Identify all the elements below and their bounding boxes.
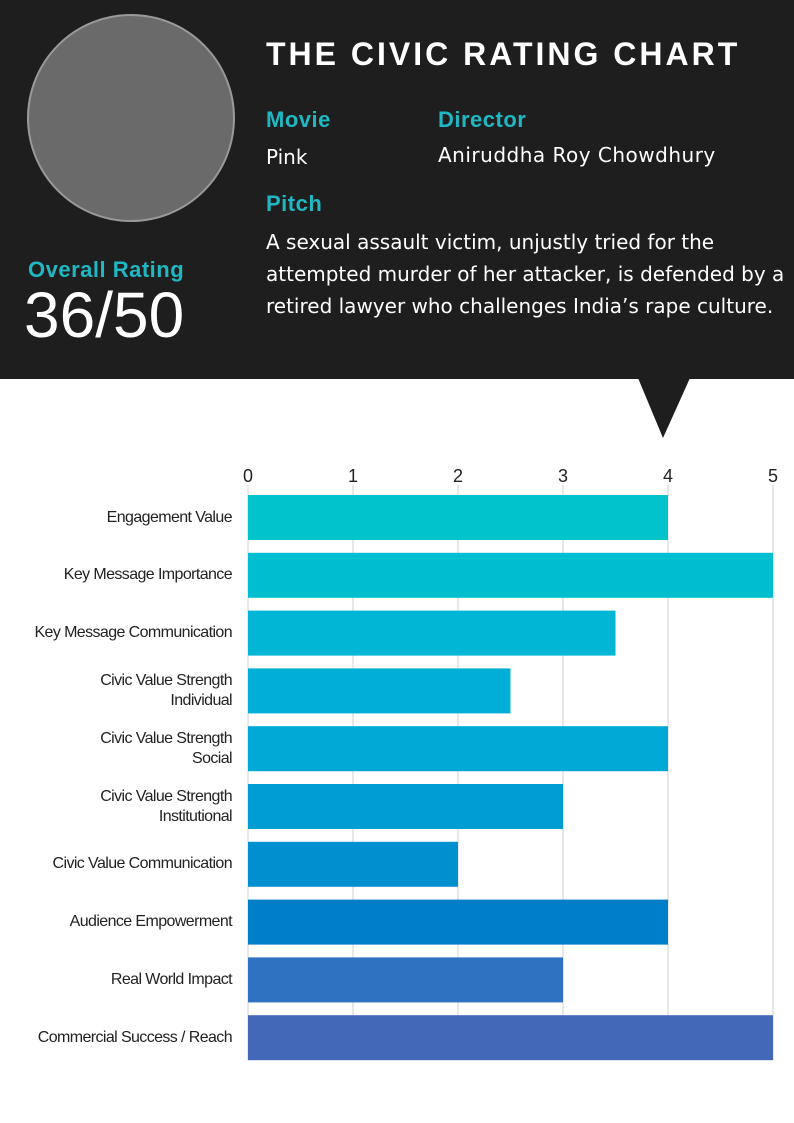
bar (248, 610, 616, 656)
x-tick-label: 0 (243, 466, 253, 486)
bar (248, 899, 668, 945)
poster-ring (27, 14, 235, 222)
bar (248, 841, 458, 887)
pitch: A sexual assault victim, unjustly tried … (266, 230, 785, 318)
bar (248, 784, 563, 829)
pitch-label: Pitch (266, 191, 323, 216)
movie-label: Movie (266, 107, 331, 132)
x-tick-label: 4 (663, 466, 673, 486)
category-label: Civic Value Strength Social (100, 729, 232, 767)
category-label: Commercial Success / Reach (37, 1028, 233, 1046)
bar (248, 552, 773, 598)
movie: Pink (266, 145, 308, 169)
category-label: Civic Value Strength Institutional (100, 787, 232, 825)
category-label: Audience Empowerment (69, 913, 233, 931)
x-tick-label: 2 (453, 466, 463, 486)
category-label: Engagement Value (106, 508, 233, 526)
category-label: Key Message Importance (63, 566, 233, 584)
category-label: Real World Impact (110, 970, 233, 988)
bar (248, 495, 668, 540)
pointer (638, 378, 690, 438)
category-label: Civic Value Strength Individual (100, 671, 232, 709)
bar (248, 957, 563, 1003)
bar (248, 668, 511, 714)
poster (28, 15, 234, 221)
rating-label: Overall Rating (28, 257, 185, 282)
title: THE CIVIC RATING CHART (266, 36, 741, 72)
category-label: Civic Value Communication (52, 855, 233, 873)
category-label: Key Message Communication (34, 624, 232, 642)
rating: 36/50 (24, 279, 185, 351)
x-tick-label: 5 (768, 466, 778, 486)
bar (248, 726, 668, 772)
director: Aniruddha Roy Chowdhury (438, 143, 716, 167)
x-tick-label: 3 (558, 466, 568, 486)
x-tick-label: 1 (348, 466, 358, 486)
director-label: Director (438, 107, 527, 132)
bar (248, 1015, 773, 1061)
